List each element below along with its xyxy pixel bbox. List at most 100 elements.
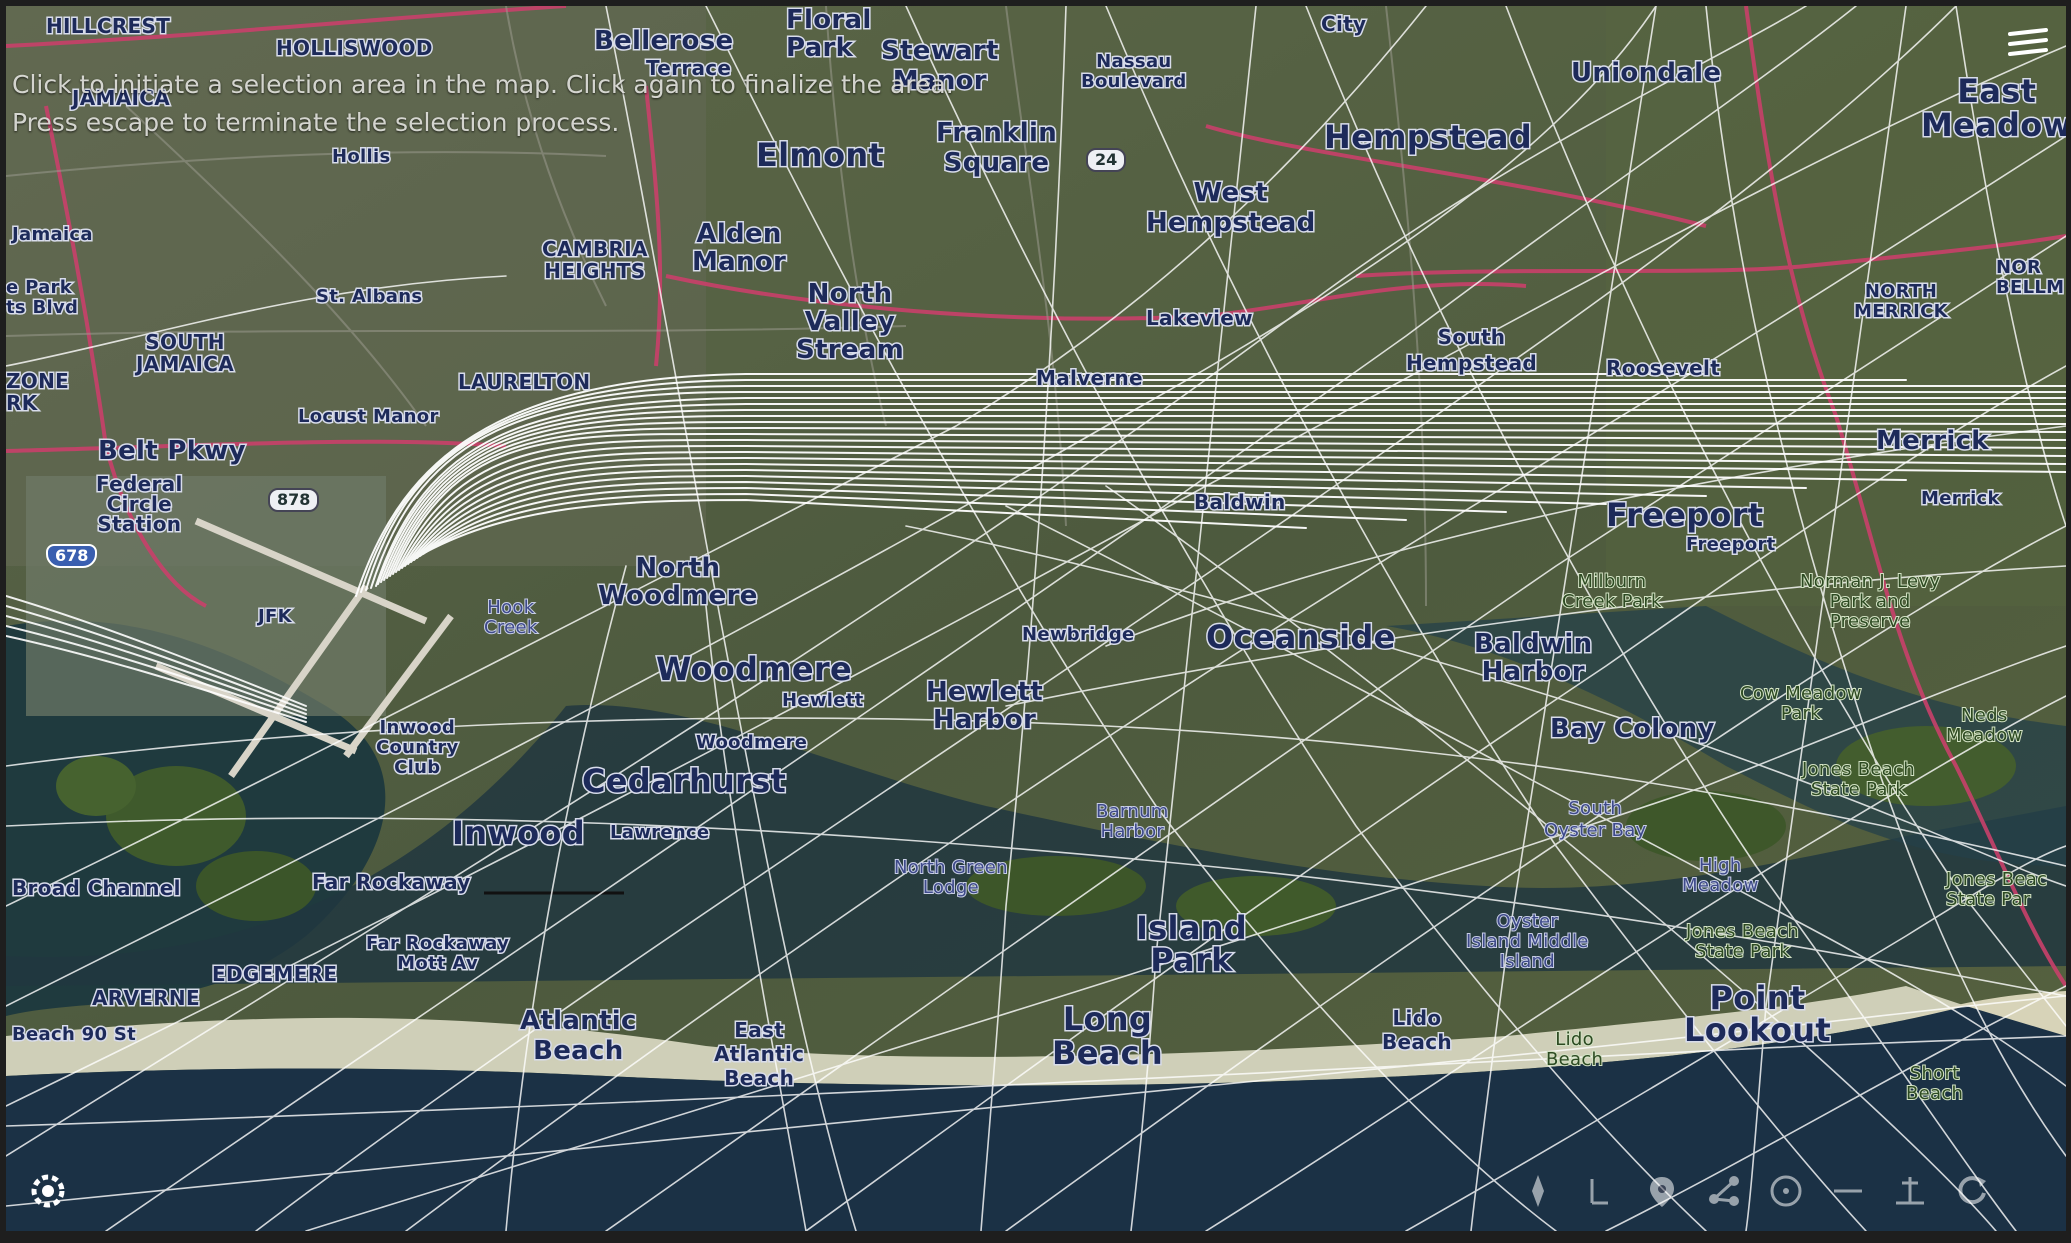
place-label: ARVERNE	[91, 985, 202, 1012]
water-label: North Green Lodge	[893, 857, 1009, 899]
place-label: Floral Park	[785, 6, 873, 64]
place-label: Federal Circle Station	[95, 472, 184, 536]
place-label: South Hempstead	[1404, 324, 1538, 377]
place-label: Hollis	[330, 145, 391, 169]
park-label: Neds Meadow	[1945, 705, 2023, 747]
place-label: Beach 90 St	[10, 1023, 137, 1047]
place-label: Lido Beach	[1381, 1005, 1454, 1056]
place-label: Lawrence	[608, 821, 710, 845]
place-label: Island Park	[1134, 909, 1248, 979]
place-label: Hewlett	[781, 689, 865, 713]
water-label: Oyster Island Middle Island	[1465, 911, 1589, 973]
map-view[interactable]: HILLCREST HOLLISWOOD Bellerose Terrace F…	[6, 6, 2066, 1231]
place-label: CAMBRIA HEIGHTS	[541, 237, 649, 284]
place-label: Newbridge	[1021, 623, 1136, 647]
route-shield: 24	[1086, 148, 1127, 172]
place-label: Bay Colony	[1549, 713, 1716, 746]
place-label: Franklin Square	[935, 117, 1059, 180]
share-button[interactable]	[1702, 1169, 1746, 1213]
place-label: Roosevelt	[1604, 355, 1721, 382]
zoom-out-icon	[1770, 1175, 1802, 1207]
park-label: Jones Beach State Park	[1801, 759, 1916, 801]
compass-icon	[1532, 1175, 1544, 1207]
place-label: Merrick	[1920, 487, 2001, 511]
zoom-in-button[interactable]	[1826, 1169, 1870, 1213]
settings-button[interactable]	[26, 1169, 70, 1213]
place-label: Inwood	[451, 813, 587, 854]
share-icon	[1709, 1176, 1739, 1206]
location-button[interactable]	[1640, 1169, 1684, 1213]
place-label: Woodmere	[694, 731, 808, 755]
place-label: St. Albans	[314, 285, 423, 309]
place-label: Woodmere	[655, 649, 854, 690]
place-label: Freeport	[1685, 533, 1777, 557]
zoom-in-icon	[1834, 1189, 1862, 1193]
place-label: Far Rockaway	[311, 869, 472, 896]
place-label: Jamaica	[11, 223, 95, 247]
place-label: Atlantic Beach	[519, 1005, 638, 1068]
gear-icon	[31, 1174, 65, 1208]
menu-icon	[2008, 28, 2048, 56]
tilt-button[interactable]	[1888, 1169, 1932, 1213]
compass-button[interactable]	[1516, 1169, 1560, 1213]
place-label: Hempstead	[1323, 117, 1534, 158]
window-bottom-bar	[0, 1231, 2071, 1243]
place-label: NORTH MERRICK	[1853, 280, 1950, 323]
place-label: Oceanside	[1205, 617, 1397, 658]
map-toolbar	[1516, 1166, 1994, 1216]
place-label: Locust Manor	[297, 405, 440, 429]
park-label: Jones Beac State Par	[1945, 869, 2048, 911]
place-label: Point Lookout	[1683, 979, 1833, 1049]
zoom-out-button[interactable]	[1764, 1169, 1808, 1213]
place-label: Terrace	[644, 55, 732, 82]
place-label: Long Beach	[1051, 1000, 1165, 1072]
place-label: Baldwin Harbor	[1472, 629, 1593, 688]
water-label: South Oyster Bay	[1543, 797, 1647, 842]
park-label: Lido Beach	[1545, 1029, 1604, 1071]
park-label: Cow Meadow Park	[1739, 683, 1863, 725]
water-label: Barnum Harbor	[1095, 801, 1169, 843]
place-label: West Hempstead	[1145, 177, 1317, 240]
menu-button[interactable]	[2004, 22, 2052, 66]
place-label: HILLCREST	[44, 13, 171, 40]
hint-line-2: Press escape to terminate the selection …	[12, 108, 620, 137]
place-label: Far Rockaway Mott Av	[364, 932, 510, 975]
route-shield: 878	[268, 488, 320, 512]
place-label: Bellerose	[592, 25, 734, 58]
tilt-icon	[1896, 1177, 1924, 1205]
park-label: Jones Beach State Park	[1685, 921, 1800, 963]
place-label: East Meadow	[1919, 72, 2066, 144]
place-label: LAURELTON	[456, 369, 591, 396]
place-label: North Woodmere	[597, 553, 759, 612]
park-label: Short Beach	[1905, 1063, 1964, 1105]
place-label: Cedarhurst	[580, 761, 787, 802]
rotate-button[interactable]	[1950, 1169, 1994, 1213]
rotate-icon	[1958, 1176, 1986, 1205]
place-label: ZONE RK	[6, 369, 70, 416]
place-label: Stewart Manor	[880, 35, 1000, 98]
pan-icon	[1590, 1179, 1608, 1205]
park-label: Norman J. Levy Park and Preserve	[1799, 571, 1941, 633]
place-label: Merrick	[1875, 425, 1991, 458]
place-label: Alden Manor	[690, 219, 787, 278]
place-label: Uniondale	[1569, 57, 1722, 90]
place-label: JAMAICA	[71, 85, 172, 112]
place-label: North Valley Stream	[794, 279, 905, 366]
place-label: HOLLISWOOD	[275, 35, 434, 62]
road-label: Belt Pkwy	[97, 435, 248, 468]
satellite-basemap[interactable]	[6, 6, 2066, 1231]
place-label: Nassau Boulevard	[1080, 50, 1188, 93]
place-label: East Atlantic Beach	[712, 1017, 805, 1092]
place-label: City	[1319, 11, 1367, 38]
pan-button[interactable]	[1578, 1169, 1622, 1213]
water-label: High Meadow	[1681, 855, 1759, 897]
place-label: Hewlett Harbor	[925, 677, 1045, 736]
place-label: SOUTH JAMAICA	[135, 330, 236, 377]
airport-label: JFK	[257, 605, 294, 629]
place-label: e Park ts Blvd	[6, 276, 79, 319]
place-label: Malverne	[1035, 365, 1145, 392]
place-label: Elmont	[754, 135, 885, 176]
route-shield: 678	[46, 544, 98, 568]
hint-line-1: Click to initiate a selection area in th…	[12, 70, 954, 99]
place-label: NOR BELLM	[1994, 256, 2065, 299]
